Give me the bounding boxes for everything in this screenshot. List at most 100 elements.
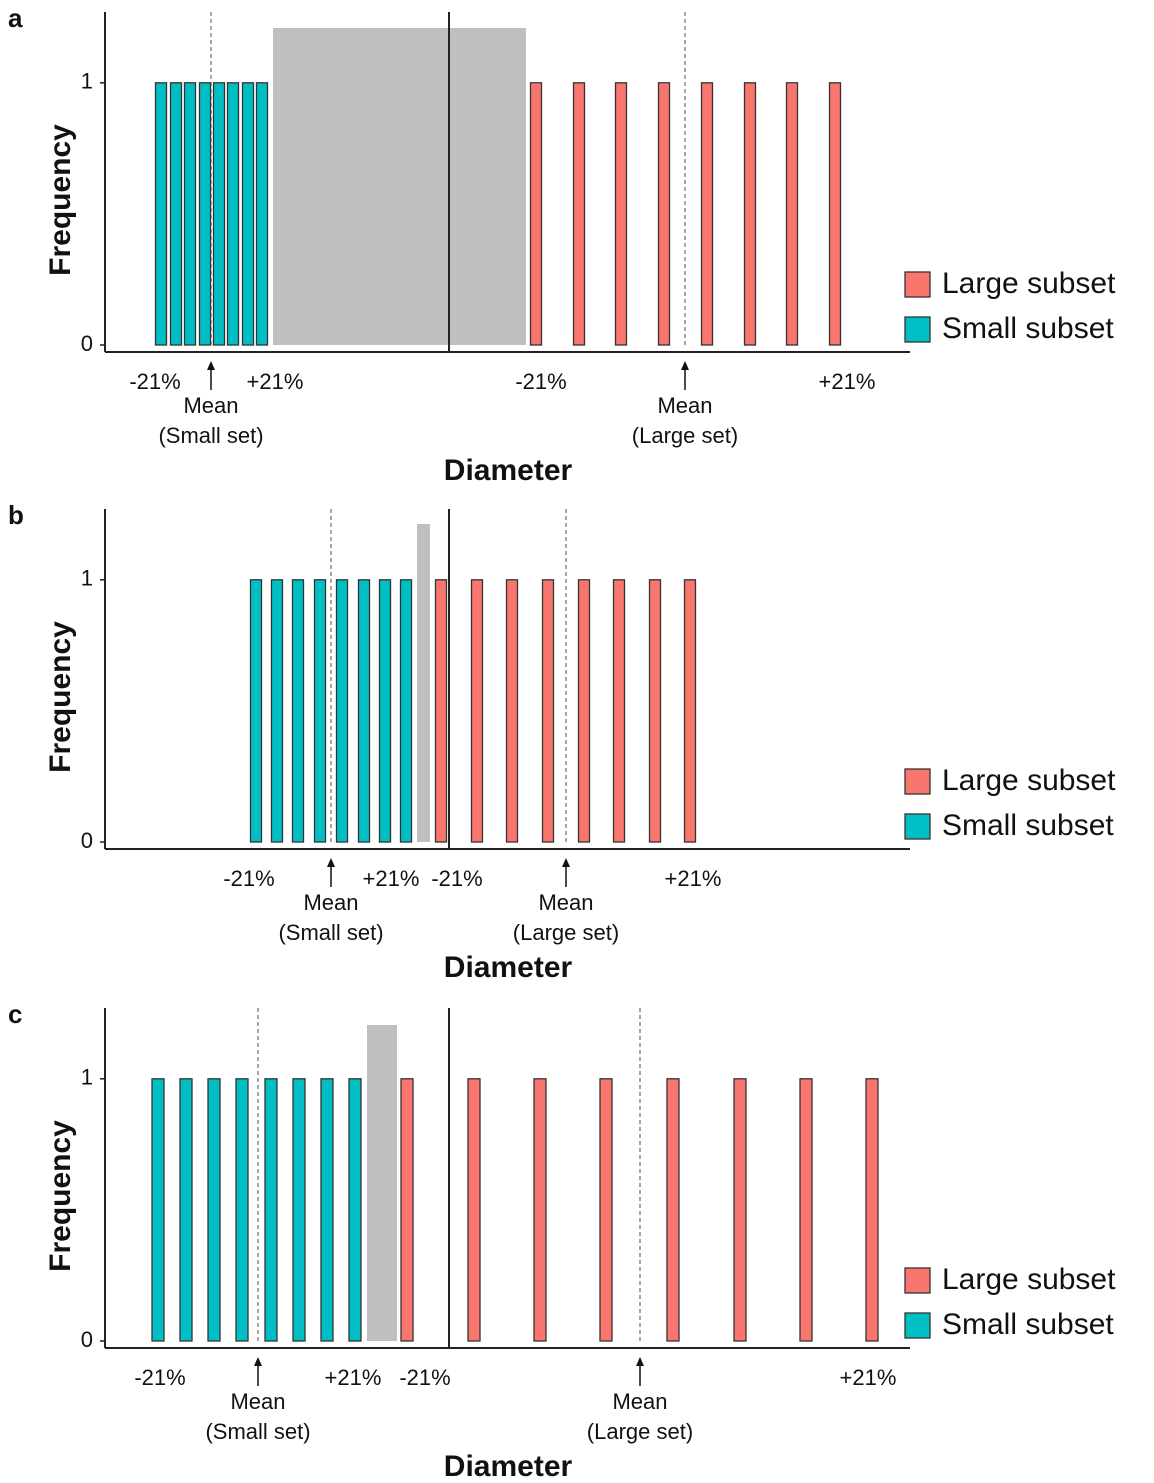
- panel-label: c: [8, 999, 22, 1029]
- bar: [828, 82, 842, 346]
- panel-label: b: [8, 500, 24, 530]
- bar: [292, 1078, 306, 1342]
- legend-label: Large subset: [942, 267, 1116, 300]
- bar: [599, 1078, 613, 1342]
- legend-label: Small subset: [942, 312, 1114, 345]
- range-label: +21%: [247, 369, 304, 394]
- legend-label: Large subset: [942, 764, 1116, 797]
- bar: [154, 82, 168, 346]
- legend-label: Small subset: [942, 1308, 1114, 1341]
- gap-band: [417, 524, 430, 842]
- legend-swatch: [904, 316, 931, 343]
- mean-label: (Large set): [587, 1419, 693, 1444]
- legend-swatch: [904, 271, 931, 298]
- bar: [357, 579, 371, 843]
- mean-label: (Large set): [632, 423, 738, 448]
- range-label: +21%: [363, 866, 420, 891]
- bar: [648, 579, 662, 843]
- y-tick-label: 1: [81, 566, 93, 591]
- y-tick-label: 0: [81, 1327, 93, 1352]
- bar: [198, 82, 212, 346]
- bar: [400, 1078, 414, 1342]
- gap-band: [273, 28, 526, 345]
- bar: [264, 1078, 278, 1342]
- bar: [241, 82, 255, 346]
- bar: [577, 579, 591, 843]
- bar: [467, 1078, 481, 1342]
- mean-arrowhead: [636, 1357, 644, 1366]
- range-label: -21%: [515, 369, 566, 394]
- range-label: +21%: [665, 866, 722, 891]
- range-label: +21%: [840, 1365, 897, 1390]
- panel-label: a: [8, 3, 23, 33]
- bar: [434, 579, 448, 843]
- range-label: +21%: [325, 1365, 382, 1390]
- x-axis-title: Diameter: [444, 1450, 573, 1483]
- bar: [335, 579, 349, 843]
- y-axis-title: Frequency: [44, 124, 77, 276]
- range-label: +21%: [819, 369, 876, 394]
- bar: [235, 1078, 249, 1342]
- bar: [151, 1078, 165, 1342]
- legend-swatch: [904, 768, 931, 795]
- bar: [270, 579, 284, 843]
- mean-arrowhead: [681, 361, 689, 370]
- bar: [399, 579, 413, 843]
- bar: [733, 1078, 747, 1342]
- mean-label: Mean: [538, 890, 593, 915]
- x-axis-title: Diameter: [444, 951, 573, 984]
- mean-arrowhead: [562, 858, 570, 867]
- bar: [348, 1078, 362, 1342]
- y-tick-label: 0: [81, 828, 93, 853]
- bar: [212, 82, 226, 346]
- x-axis-title: Diameter: [444, 454, 573, 487]
- y-axis-title: Frequency: [44, 621, 77, 773]
- mean-arrowhead: [254, 1357, 262, 1366]
- y-axis-title: Frequency: [44, 1120, 77, 1272]
- bar: [207, 1078, 221, 1342]
- mean-arrowhead: [327, 858, 335, 867]
- bar: [683, 579, 697, 843]
- legend-swatch: [904, 1267, 931, 1294]
- range-label: -21%: [129, 369, 180, 394]
- bar: [612, 579, 626, 843]
- bar: [657, 82, 671, 346]
- bar: [700, 82, 714, 346]
- legend-swatch: [904, 1312, 931, 1339]
- bar: [249, 579, 263, 843]
- bar: [169, 82, 183, 346]
- bar: [529, 82, 543, 346]
- bar: [320, 1078, 334, 1342]
- bar: [541, 579, 555, 843]
- bar: [313, 579, 327, 843]
- bar: [183, 82, 197, 346]
- mean-label: (Small set): [158, 423, 263, 448]
- range-label: -21%: [431, 866, 482, 891]
- bar: [291, 579, 305, 843]
- bar: [799, 1078, 813, 1342]
- mean-label: (Small set): [278, 920, 383, 945]
- mean-label: Mean: [303, 890, 358, 915]
- mean-label: Mean: [230, 1389, 285, 1414]
- bar: [743, 82, 757, 346]
- bar: [226, 82, 240, 346]
- range-label: -21%: [223, 866, 274, 891]
- legend-label: Large subset: [942, 1263, 1116, 1296]
- legend-swatch: [904, 813, 931, 840]
- bar: [255, 82, 269, 346]
- mean-label: Mean: [183, 393, 238, 418]
- bar: [785, 82, 799, 346]
- bar: [378, 579, 392, 843]
- bar: [666, 1078, 680, 1342]
- bar: [505, 579, 519, 843]
- legend-label: Small subset: [942, 809, 1114, 842]
- gap-band: [367, 1025, 397, 1341]
- range-label: -21%: [399, 1365, 450, 1390]
- mean-label: (Small set): [205, 1419, 310, 1444]
- bar: [533, 1078, 547, 1342]
- y-tick-label: 1: [81, 1065, 93, 1090]
- range-label: -21%: [134, 1365, 185, 1390]
- y-tick-label: 1: [81, 69, 93, 94]
- bar: [614, 82, 628, 346]
